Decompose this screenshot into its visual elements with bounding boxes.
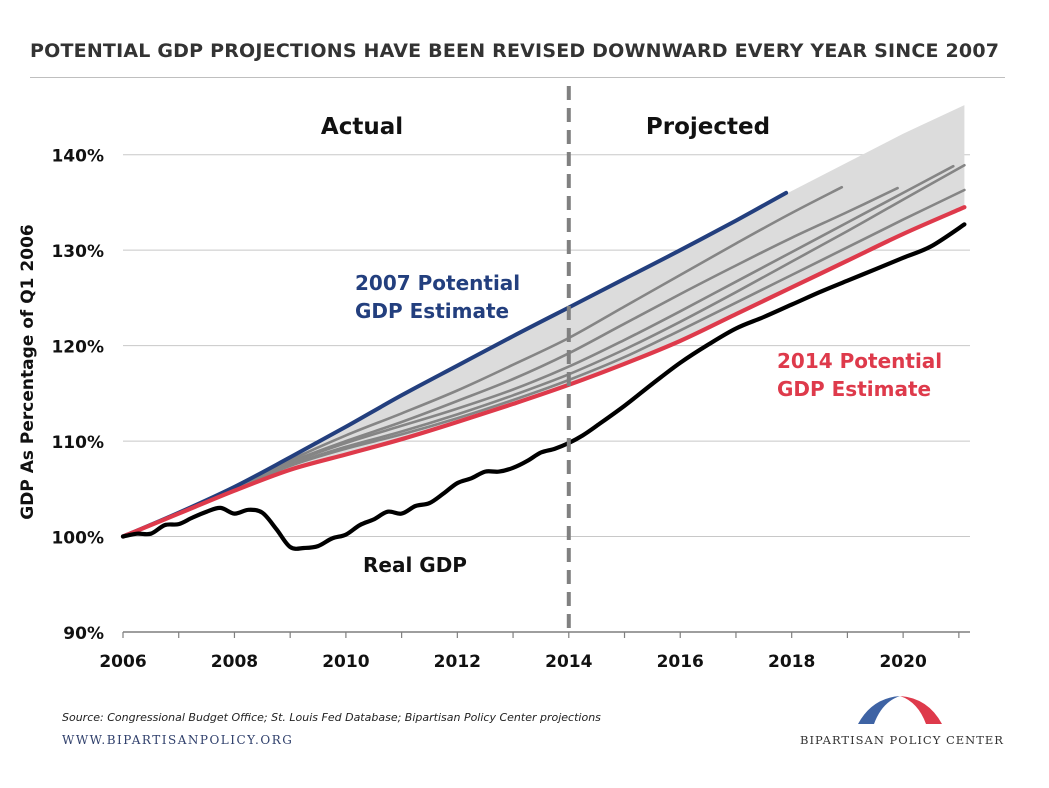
region-label-projected: Projected <box>646 114 770 140</box>
annotation-2014-potential-line2: GDP Estimate <box>777 377 931 401</box>
x-tick-label: 2012 <box>434 652 481 672</box>
x-tick-label: 2008 <box>211 652 258 672</box>
real-gdp-line <box>120 222 967 551</box>
title-divider <box>30 77 1005 78</box>
annotation-2007-potential: 2007 Potential GDP Estimate <box>355 271 520 323</box>
vintage-potential-gdp-line <box>121 188 966 538</box>
y-tick-label: 90% <box>63 624 104 644</box>
y-tick-label: 140% <box>51 147 104 167</box>
annotations: Actual Projected 2007 Potential GDP Estimat… <box>321 86 942 632</box>
bpc-arch-logo <box>858 696 942 724</box>
x-tick-label: 2020 <box>879 652 926 672</box>
x-tick-label: 2006 <box>99 652 146 672</box>
y-tick-label: 130% <box>51 242 104 262</box>
organization-name: BIPARTISAN POLICY CENTER <box>800 733 1004 747</box>
annotation-2014-potential: 2014 Potential GDP Estimate <box>777 349 942 401</box>
annotation-2007-potential-line2: GDP Estimate <box>355 299 509 323</box>
annotation-2007-potential-line1: 2007 Potential <box>355 271 520 295</box>
main-series-layer <box>120 190 967 551</box>
annotation-2014-potential-line1: 2014 Potential <box>777 349 942 373</box>
y-tick-label: 120% <box>51 338 104 358</box>
y-tick-label: 110% <box>51 433 104 453</box>
potential-gdp-2014-line <box>120 205 967 539</box>
logo-red-arc <box>900 696 942 724</box>
chart-title: POTENTIAL GDP PROJECTIONS HAVE BEEN REVI… <box>30 40 1000 62</box>
y-tick-label: 100% <box>51 529 104 549</box>
annotation-real-gdp: Real GDP <box>363 553 467 577</box>
potential-gdp-2007-line <box>121 190 789 539</box>
x-tick-label: 2016 <box>657 652 704 672</box>
axes: 90% 100% 110% 120% 130% 140% 2006 2008 2010 2012 2… <box>18 147 970 672</box>
source-note: Source: Congressional Budget Office; St.… <box>62 711 601 724</box>
x-tick-label: 2018 <box>768 652 815 672</box>
vintage-potential-gdp-line <box>121 164 955 538</box>
region-label-actual: Actual <box>321 114 403 140</box>
x-tick-label: 2014 <box>545 652 592 672</box>
logo-blue-arc <box>858 696 900 724</box>
website-link[interactable]: WWW.BIPARTISANPOLICY.ORG <box>62 733 294 747</box>
x-tick-label: 2010 <box>322 652 369 672</box>
gdp-line-chart: 90% 100% 110% 120% 130% 140% 2006 2008 2010 2012 2… <box>18 86 970 672</box>
y-axis-title: GDP As Percentage of Q1 2006 <box>18 224 38 519</box>
